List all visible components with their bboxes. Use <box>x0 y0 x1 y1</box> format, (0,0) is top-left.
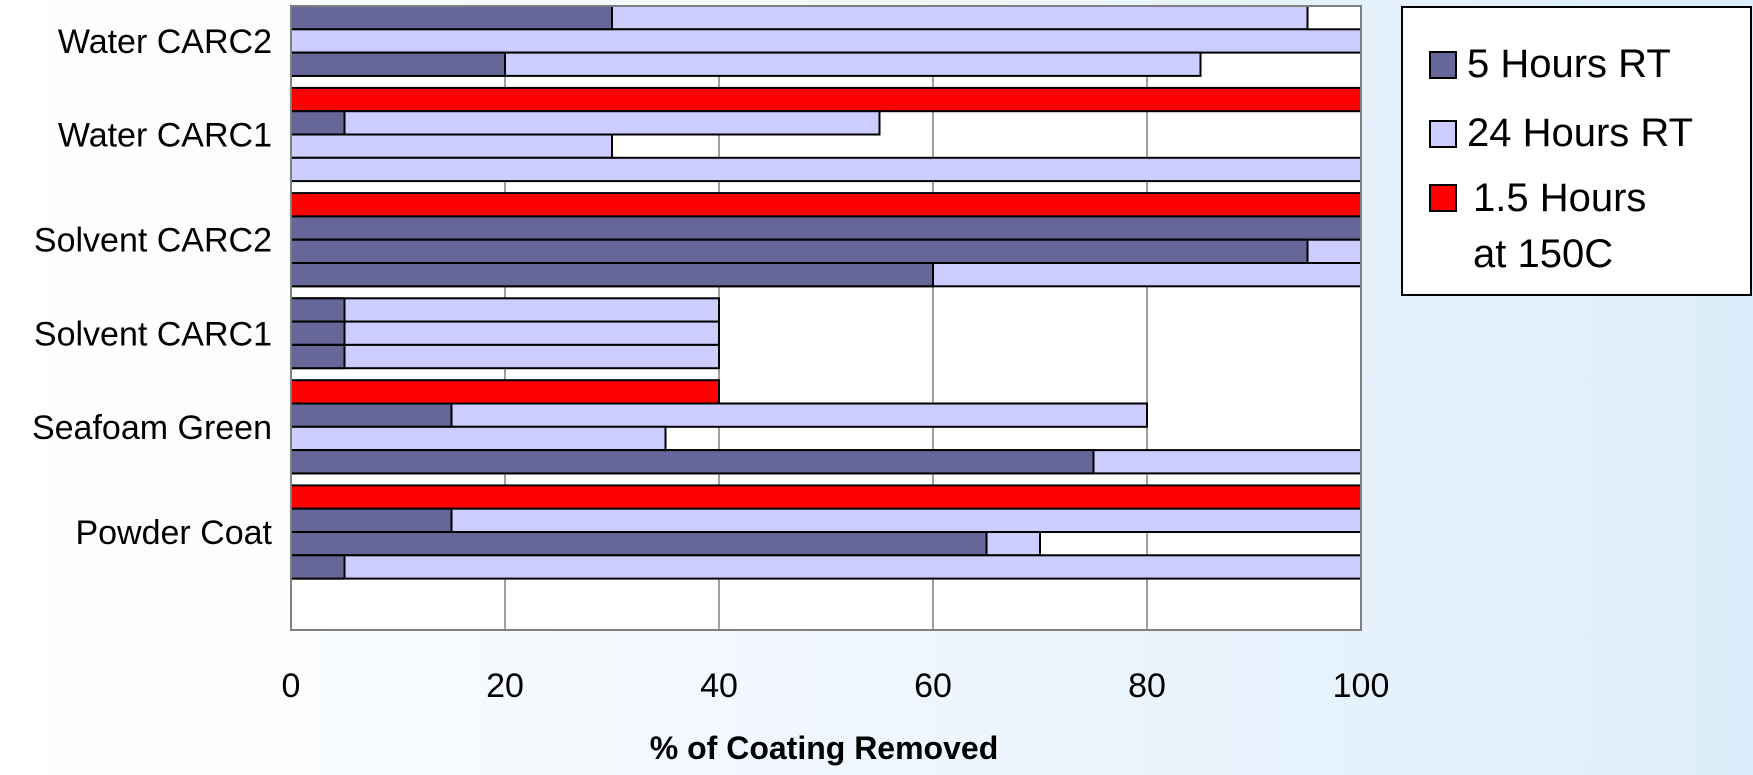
x-tick-label-100: 100 <box>1333 667 1390 705</box>
bar-solvent-carc1-2-five-hours <box>290 320 346 346</box>
category-label-solvent-carc1: Solvent CARC1 <box>34 315 272 353</box>
bar-water-carc2-2-twenty-four-hours <box>290 28 1362 54</box>
category-label-water-carc2: Water CARC2 <box>58 23 272 61</box>
x-tick-label-80: 80 <box>1128 667 1166 705</box>
bar-powder-coat-1-one-point-five-hours <box>290 484 1362 510</box>
bar-powder-coat-4-five-hours <box>290 554 346 580</box>
bar-solvent-carc2-3-five-hours <box>290 238 1309 264</box>
bar-water-carc2-1-five-hours <box>290 5 613 31</box>
x-axis-label: % of Coating Removed <box>650 730 998 766</box>
legend-label-twenty-four-hours: 24 Hours RT <box>1467 111 1693 155</box>
bar-solvent-carc2-2-five-hours <box>290 215 1362 241</box>
category-label-seafoam-green: Seafoam Green <box>32 409 272 447</box>
bar-solvent-carc1-1-twenty-four-hours <box>290 297 720 323</box>
bar-powder-coat-4-twenty-four-hours <box>290 554 1362 580</box>
bar-water-carc1-2-twenty-four-hours <box>290 110 881 136</box>
bar-water-carc1-3-twenty-four-hours <box>290 133 613 159</box>
category-labels: Water CARC2 Water CARC1 Solvent CARC2 Solve… <box>32 23 273 552</box>
category-label-water-carc1: Water CARC1 <box>58 117 272 155</box>
legend-swatch-twenty-four-hours <box>1429 120 1457 148</box>
legend-swatch-one-point-five-hours <box>1429 184 1457 212</box>
category-label-solvent-carc2: Solvent CARC2 <box>34 222 272 260</box>
bar-water-carc1-2-five-hours <box>290 110 346 136</box>
bar-solvent-carc1-2-twenty-four-hours <box>290 320 720 346</box>
legend-box <box>1401 6 1752 296</box>
x-tick-label-60: 60 <box>914 667 952 705</box>
x-tick-label-20: 20 <box>486 667 524 705</box>
plot-frame <box>290 5 1362 631</box>
bar-solvent-carc2-4-five-hours <box>290 262 934 288</box>
bar-solvent-carc1-1-five-hours <box>290 297 346 323</box>
bar-water-carc1-1-one-point-five-hours <box>290 86 1362 113</box>
bar-solvent-carc1-3-twenty-four-hours <box>290 343 720 370</box>
bar-powder-coat-3-five-hours <box>290 531 988 557</box>
legend: 5 Hours RT 24 Hours RT 1.5 Hours at 150C <box>1401 6 1752 296</box>
legend-swatch-five-hours <box>1429 51 1457 79</box>
bar-seafoam-green-2-five-hours <box>290 402 453 428</box>
x-tick-label-40: 40 <box>700 667 738 705</box>
bar-water-carc2-3-five-hours <box>290 51 506 77</box>
bar-marks <box>290 5 1362 580</box>
bar-seafoam-green-1-one-point-five-hours <box>290 379 720 405</box>
category-label-powder-coat: Powder Coat <box>75 514 272 552</box>
bar-seafoam-green-4-five-hours <box>290 449 1095 475</box>
bar-powder-coat-2-five-hours <box>290 507 453 534</box>
legend-label-one-point-five-hours: 1.5 Hours at 150C <box>1473 176 1646 276</box>
bar-seafoam-green-3-twenty-four-hours <box>290 425 667 452</box>
bar-solvent-carc1-3-five-hours <box>290 343 346 370</box>
bar-solvent-carc2-1-one-point-five-hours <box>290 192 1362 218</box>
legend-label-five-hours: 5 Hours RT <box>1467 42 1671 86</box>
x-tick-label-0: 0 <box>282 667 301 705</box>
bar-water-carc1-4-twenty-four-hours <box>290 156 1362 183</box>
x-tick-labels: 0 20 40 60 80 100 <box>282 667 1390 705</box>
